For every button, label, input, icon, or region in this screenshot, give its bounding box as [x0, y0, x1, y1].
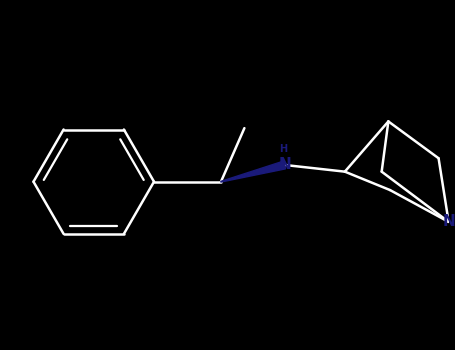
Text: N: N [278, 158, 291, 173]
Text: H: H [279, 144, 287, 154]
Text: N: N [442, 214, 455, 229]
Polygon shape [221, 161, 286, 182]
